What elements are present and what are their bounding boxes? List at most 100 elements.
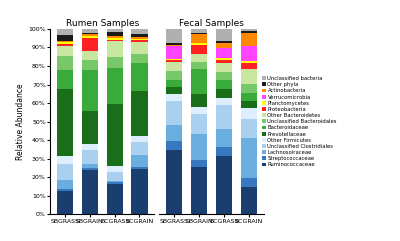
Bar <box>131 155 148 167</box>
Bar <box>191 160 207 167</box>
Bar <box>241 101 257 108</box>
Bar <box>216 58 232 60</box>
Bar <box>191 94 207 107</box>
Bar <box>82 34 98 36</box>
Bar <box>241 138 257 178</box>
Bar <box>216 41 232 43</box>
Bar <box>166 80 182 87</box>
Bar <box>191 29 207 33</box>
Bar <box>131 63 148 91</box>
Bar <box>241 108 257 119</box>
Bar <box>166 101 182 125</box>
Bar <box>82 170 98 214</box>
Bar <box>166 141 182 150</box>
Bar <box>57 35 73 40</box>
Bar <box>106 41 123 57</box>
Bar <box>241 119 257 138</box>
Y-axis label: Relative Abundance: Relative Abundance <box>16 83 26 160</box>
Bar <box>191 107 207 114</box>
Bar <box>191 69 207 94</box>
Bar <box>166 125 182 141</box>
Bar <box>216 129 232 147</box>
Bar <box>57 56 73 69</box>
Bar <box>106 36 123 38</box>
Bar <box>131 168 148 214</box>
Bar <box>131 40 148 42</box>
Bar <box>106 172 123 181</box>
Title: Fecal Samples: Fecal Samples <box>179 19 244 28</box>
Bar <box>82 164 98 168</box>
Bar <box>106 184 123 214</box>
Bar <box>106 181 123 182</box>
Legend: Unclassified bacteria, Other phyla, Actinobacteria, Verrucomicrobia, Planctomyce: Unclassified bacteria, Other phyla, Acti… <box>262 76 337 167</box>
Bar <box>57 29 73 35</box>
Bar <box>166 47 182 59</box>
Bar <box>82 60 98 70</box>
Bar <box>82 168 98 170</box>
Bar <box>241 187 257 214</box>
Bar <box>241 33 257 46</box>
Bar <box>166 29 182 43</box>
Bar <box>241 84 257 93</box>
Bar <box>166 87 182 94</box>
Bar <box>216 60 232 63</box>
Bar <box>241 61 257 63</box>
Bar <box>57 42 73 44</box>
Bar <box>241 93 257 101</box>
Bar <box>82 29 98 33</box>
Bar <box>216 105 232 129</box>
Bar <box>131 136 148 142</box>
Bar <box>106 33 123 36</box>
Bar <box>166 45 182 47</box>
Bar <box>216 98 232 105</box>
Bar <box>241 46 257 61</box>
Bar <box>106 104 123 166</box>
Bar <box>82 149 98 164</box>
Bar <box>166 43 182 45</box>
Bar <box>131 37 148 39</box>
Bar <box>82 70 98 111</box>
Bar <box>106 29 123 33</box>
Bar <box>57 69 73 89</box>
Bar <box>166 62 182 71</box>
Bar <box>191 114 207 134</box>
Bar <box>82 111 98 144</box>
Bar <box>57 46 73 56</box>
Bar <box>57 189 73 191</box>
Bar <box>131 142 148 155</box>
Bar <box>166 94 182 101</box>
Bar <box>216 63 232 72</box>
Bar <box>82 33 98 34</box>
Bar <box>241 29 257 31</box>
Bar <box>241 31 257 33</box>
Bar <box>57 156 73 164</box>
Bar <box>131 39 148 40</box>
Bar <box>57 180 73 189</box>
Bar <box>216 29 232 41</box>
Bar <box>106 38 123 40</box>
Bar <box>131 91 148 136</box>
Bar <box>82 144 98 149</box>
Bar <box>106 68 123 104</box>
Bar <box>106 57 123 68</box>
Bar <box>131 54 148 63</box>
Bar <box>106 166 123 172</box>
Bar <box>191 34 207 43</box>
Bar <box>57 89 73 156</box>
Bar <box>216 156 232 214</box>
Bar <box>191 167 207 214</box>
Bar <box>191 54 207 62</box>
Bar <box>82 38 98 51</box>
Bar <box>57 191 73 214</box>
Bar <box>241 69 257 84</box>
Bar <box>82 51 98 60</box>
Bar <box>82 36 98 38</box>
Bar <box>131 42 148 54</box>
Bar <box>216 48 232 58</box>
Bar <box>191 62 207 69</box>
Bar <box>57 164 73 180</box>
Bar <box>216 72 232 80</box>
Bar <box>166 60 182 62</box>
Bar <box>131 167 148 168</box>
Bar <box>131 34 148 37</box>
